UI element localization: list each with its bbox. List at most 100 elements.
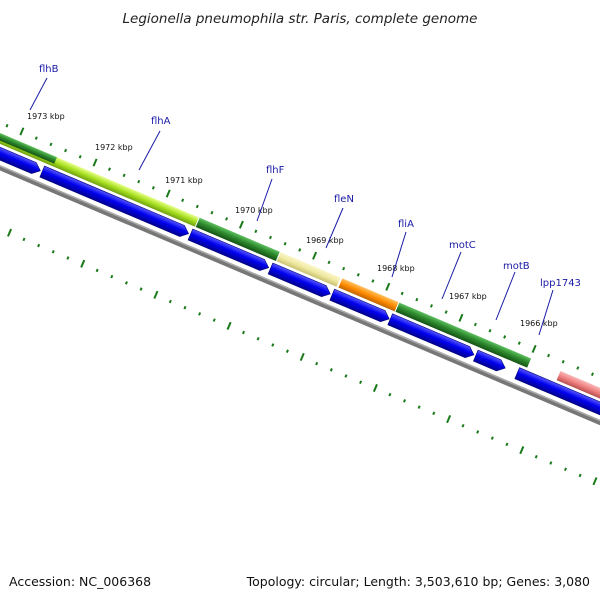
scale-tick bbox=[139, 287, 143, 291]
scale-tick bbox=[446, 414, 452, 424]
scale-ticks-inner bbox=[5, 123, 594, 376]
backbone-band bbox=[0, 126, 600, 445]
scale-tick bbox=[371, 279, 375, 283]
kbp-label: 1970 kbp bbox=[235, 206, 273, 215]
scale-tick bbox=[517, 341, 521, 345]
kbp-label: 1971 kbp bbox=[165, 176, 203, 185]
gene-name: flhF bbox=[266, 165, 285, 176]
scale-tick bbox=[22, 237, 26, 242]
scale-tick bbox=[519, 446, 525, 455]
gene-label-layer: flhB flhA flhF fleN fliA motC motB lpp1 bbox=[29, 64, 581, 336]
scale-tick bbox=[151, 186, 155, 190]
scale-tick bbox=[444, 310, 448, 314]
scale-tick bbox=[34, 136, 38, 140]
cog-bar bbox=[556, 370, 600, 406]
scale-tick bbox=[329, 368, 333, 372]
scale-tick bbox=[210, 210, 214, 215]
scale-tick bbox=[242, 330, 246, 335]
scale-tick bbox=[5, 123, 9, 128]
scale-tick bbox=[490, 436, 494, 440]
scale-tick bbox=[110, 274, 114, 279]
gene-label-flhF[interactable]: flhF bbox=[256, 165, 285, 222]
scale-tick bbox=[256, 336, 260, 341]
label-leader-line bbox=[256, 178, 273, 222]
kbp-label: 1969 kbp bbox=[306, 236, 344, 245]
scale-tick bbox=[299, 352, 305, 362]
kbp-label: 1968 kbp bbox=[377, 264, 415, 273]
gene-label-motC[interactable]: motC bbox=[441, 240, 476, 300]
scale-tick bbox=[95, 268, 99, 273]
gene-arrow bbox=[329, 288, 390, 323]
scale-tick bbox=[534, 455, 538, 459]
scale-tick bbox=[458, 313, 464, 322]
gene-arrow bbox=[473, 349, 506, 372]
scale-tick bbox=[476, 430, 480, 434]
scale-tick bbox=[49, 142, 53, 147]
gene-name: flhB bbox=[39, 64, 59, 75]
gene-label-lpp1743[interactable]: lpp1743 bbox=[538, 278, 581, 336]
label-leader-line bbox=[538, 289, 554, 336]
scale-tick bbox=[403, 399, 407, 403]
gene-label-motB[interactable]: motB bbox=[495, 261, 530, 321]
scale-tick bbox=[238, 220, 244, 229]
label-leader-line bbox=[441, 251, 462, 300]
scale-tick bbox=[107, 167, 111, 171]
scale-tick bbox=[400, 291, 404, 296]
scale-tick bbox=[531, 344, 537, 353]
scale-tick bbox=[488, 328, 492, 333]
gene-name: motB bbox=[503, 261, 530, 272]
scale-tick bbox=[226, 321, 232, 330]
scale-tick bbox=[64, 148, 68, 153]
scale-tick bbox=[122, 173, 126, 178]
scale-tick bbox=[198, 312, 202, 316]
gene-name: lpp1743 bbox=[540, 278, 581, 289]
scale-tick bbox=[578, 473, 582, 478]
scale-tick bbox=[359, 380, 363, 385]
scale-tick bbox=[356, 273, 360, 277]
scale-tick bbox=[7, 228, 13, 237]
scale-tick bbox=[285, 349, 289, 353]
scale-tick bbox=[473, 322, 477, 327]
gene-arrow bbox=[387, 313, 475, 358]
gene-label-fliA[interactable]: fliA bbox=[391, 219, 414, 278]
scale-tick bbox=[547, 353, 551, 358]
genome-summary-text: Topology: circular; Length: 3,503,610 bp… bbox=[246, 574, 590, 589]
gene-label-flhA[interactable]: flhA bbox=[138, 116, 171, 171]
scale-tick bbox=[561, 360, 565, 364]
scale-tick bbox=[429, 304, 433, 308]
scale-ticks-outer bbox=[7, 228, 598, 486]
gene-arrow bbox=[267, 262, 331, 297]
label-leader-line bbox=[29, 77, 48, 111]
scale-tick bbox=[590, 372, 594, 376]
scale-tick bbox=[168, 299, 172, 304]
cog-bar bbox=[195, 217, 280, 261]
scale-tick bbox=[549, 461, 553, 465]
kbp-label: 1967 kbp bbox=[449, 292, 487, 301]
scale-tick bbox=[271, 343, 275, 347]
scale-tick bbox=[183, 305, 187, 310]
scale-tick bbox=[124, 281, 128, 285]
scale-tick bbox=[327, 260, 331, 265]
scale-tick bbox=[342, 266, 346, 271]
gene-name: fleN bbox=[334, 194, 354, 205]
scale-tick bbox=[344, 374, 348, 378]
gene-label-fleN[interactable]: fleN bbox=[325, 194, 354, 249]
scale-tick bbox=[254, 229, 258, 234]
scale-tick bbox=[385, 282, 391, 291]
gene-arrow bbox=[187, 228, 270, 271]
scale-tick bbox=[415, 297, 419, 302]
scale-tick bbox=[92, 158, 98, 167]
gene-label-flhB[interactable]: flhB bbox=[29, 64, 59, 111]
label-leader-line bbox=[391, 231, 407, 278]
scale-tick bbox=[315, 361, 319, 366]
backbone-highlight bbox=[0, 126, 600, 441]
scale-tick bbox=[37, 243, 41, 248]
gene-name: fliA bbox=[398, 219, 414, 230]
cog-bar bbox=[0, 107, 57, 164]
scale-tick bbox=[66, 256, 70, 260]
scale-tick bbox=[417, 405, 421, 409]
cog-track bbox=[0, 107, 600, 406]
kbp-label: 1973 kbp bbox=[27, 112, 65, 121]
scale-tick bbox=[19, 127, 25, 136]
